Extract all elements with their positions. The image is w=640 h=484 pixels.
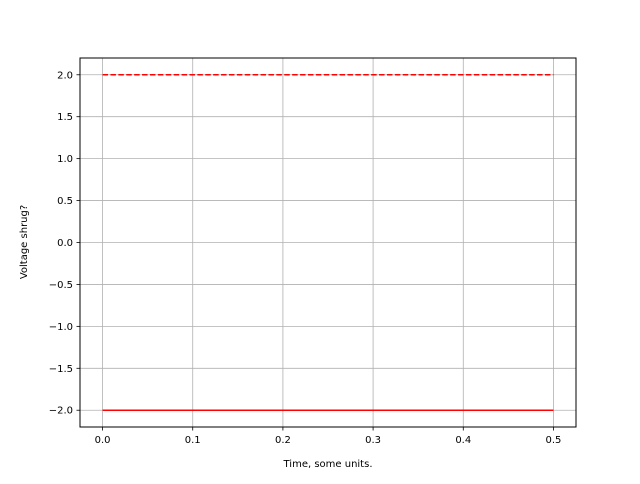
x-tick-label: 0.4 [455,435,471,446]
x-tick-label: 0.1 [185,435,201,446]
grid [80,58,576,427]
y-tick-label: 0.0 [57,238,73,249]
x-axis: 0.0 0.1 0.2 0.3 0.4 0.5 [95,427,562,446]
series-lines [102,74,554,411]
y-tick-label: −1.5 [49,364,73,375]
y-tick-label: 0.5 [57,196,73,207]
y-axis: −2.0 −1.5 −1.0 −0.5 0.0 0.5 1.0 1.5 2.0 [49,70,80,417]
x-tick-label: 0.5 [546,435,562,446]
x-tick-label: 0.0 [95,435,111,446]
y-tick-label: 1.0 [57,154,73,165]
y-axis-label: Voltage shrug? [19,205,30,279]
y-tick-label: −2.0 [49,406,73,417]
x-tick-label: 0.3 [365,435,381,446]
y-tick-label: 2.0 [57,70,73,81]
y-tick-label: 1.5 [57,112,73,123]
x-tick-label: 0.2 [275,435,291,446]
y-tick-label: −1.0 [49,322,73,333]
y-tick-label: −0.5 [49,280,73,291]
x-axis-label: Time, some units. [283,459,373,470]
